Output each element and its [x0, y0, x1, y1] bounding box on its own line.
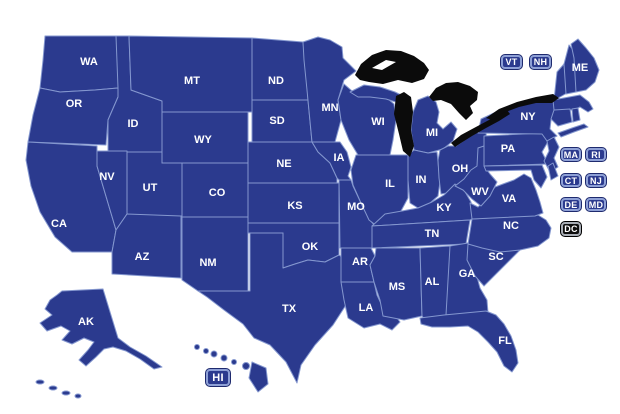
badge-dc[interactable]: DC [561, 222, 581, 236]
badge-ct[interactable]: CT [561, 174, 581, 187]
lake-superior-shape [355, 50, 429, 84]
state-va-shape[interactable] [469, 173, 544, 220]
state-az-shape[interactable] [111, 213, 182, 279]
state-mi-shape[interactable] [410, 95, 458, 154]
lake-ontario-shape [486, 94, 559, 120]
state-tx-shape[interactable] [197, 232, 347, 384]
state-in-shape[interactable] [407, 149, 441, 209]
badge-ma[interactable]: MA [561, 148, 581, 161]
state-sd-shape[interactable] [251, 99, 313, 143]
state-wa-shape[interactable] [39, 35, 119, 93]
state-ak-island[interactable] [74, 393, 82, 399]
state-hi-big-island[interactable] [248, 361, 269, 393]
state-hi-island[interactable] [194, 344, 200, 350]
state-wy-shape[interactable] [161, 111, 249, 164]
state-ak-shape[interactable] [39, 288, 163, 370]
state-li-shape[interactable] [557, 123, 589, 138]
state-de-shape[interactable] [547, 162, 559, 181]
badge-de[interactable]: DE [561, 198, 581, 211]
badge-ri[interactable]: RI [586, 148, 606, 161]
state-nj-shape[interactable] [543, 136, 560, 173]
state-hi-island[interactable] [220, 354, 228, 362]
state-mn-shape[interactable] [302, 36, 357, 143]
badge-hi[interactable]: HI [206, 369, 230, 386]
state-ak-island[interactable] [48, 385, 58, 391]
state-ri-shape[interactable] [571, 107, 581, 123]
state-me-shape[interactable] [570, 38, 600, 93]
lake-huron-shape [429, 82, 478, 120]
state-ct-shape[interactable] [550, 108, 573, 127]
badge-nh[interactable]: NH [530, 55, 551, 69]
state-nd-shape[interactable] [251, 37, 309, 101]
badge-md[interactable]: MD [586, 198, 606, 211]
state-la-shape[interactable] [340, 281, 401, 331]
state-co-shape[interactable] [181, 162, 249, 218]
state-ak-island[interactable] [35, 379, 45, 385]
state-ks-shape[interactable] [247, 182, 340, 224]
states-layer [25, 35, 600, 399]
state-sc-shape[interactable] [466, 243, 521, 287]
state-hi-island[interactable] [231, 359, 237, 365]
state-or-shape[interactable] [27, 87, 119, 146]
state-ak-island[interactable] [61, 390, 71, 396]
lake-michigan-shape [394, 92, 414, 157]
state-hi-island[interactable] [210, 350, 218, 358]
badge-nj[interactable]: NJ [586, 174, 606, 187]
state-hi-island[interactable] [242, 362, 250, 370]
great-lakes-layer [355, 50, 559, 157]
state-nm-shape[interactable] [181, 216, 249, 292]
state-pa-shape[interactable] [483, 132, 550, 167]
lake-superior-island [372, 60, 396, 70]
state-md-shape[interactable] [483, 164, 548, 189]
state-nc-shape[interactable] [467, 214, 552, 253]
badge-vt[interactable]: VT [501, 55, 522, 69]
state-fl-shape[interactable] [419, 310, 519, 373]
lake-erie-shape [451, 110, 510, 147]
state-hi-island[interactable] [203, 348, 209, 354]
